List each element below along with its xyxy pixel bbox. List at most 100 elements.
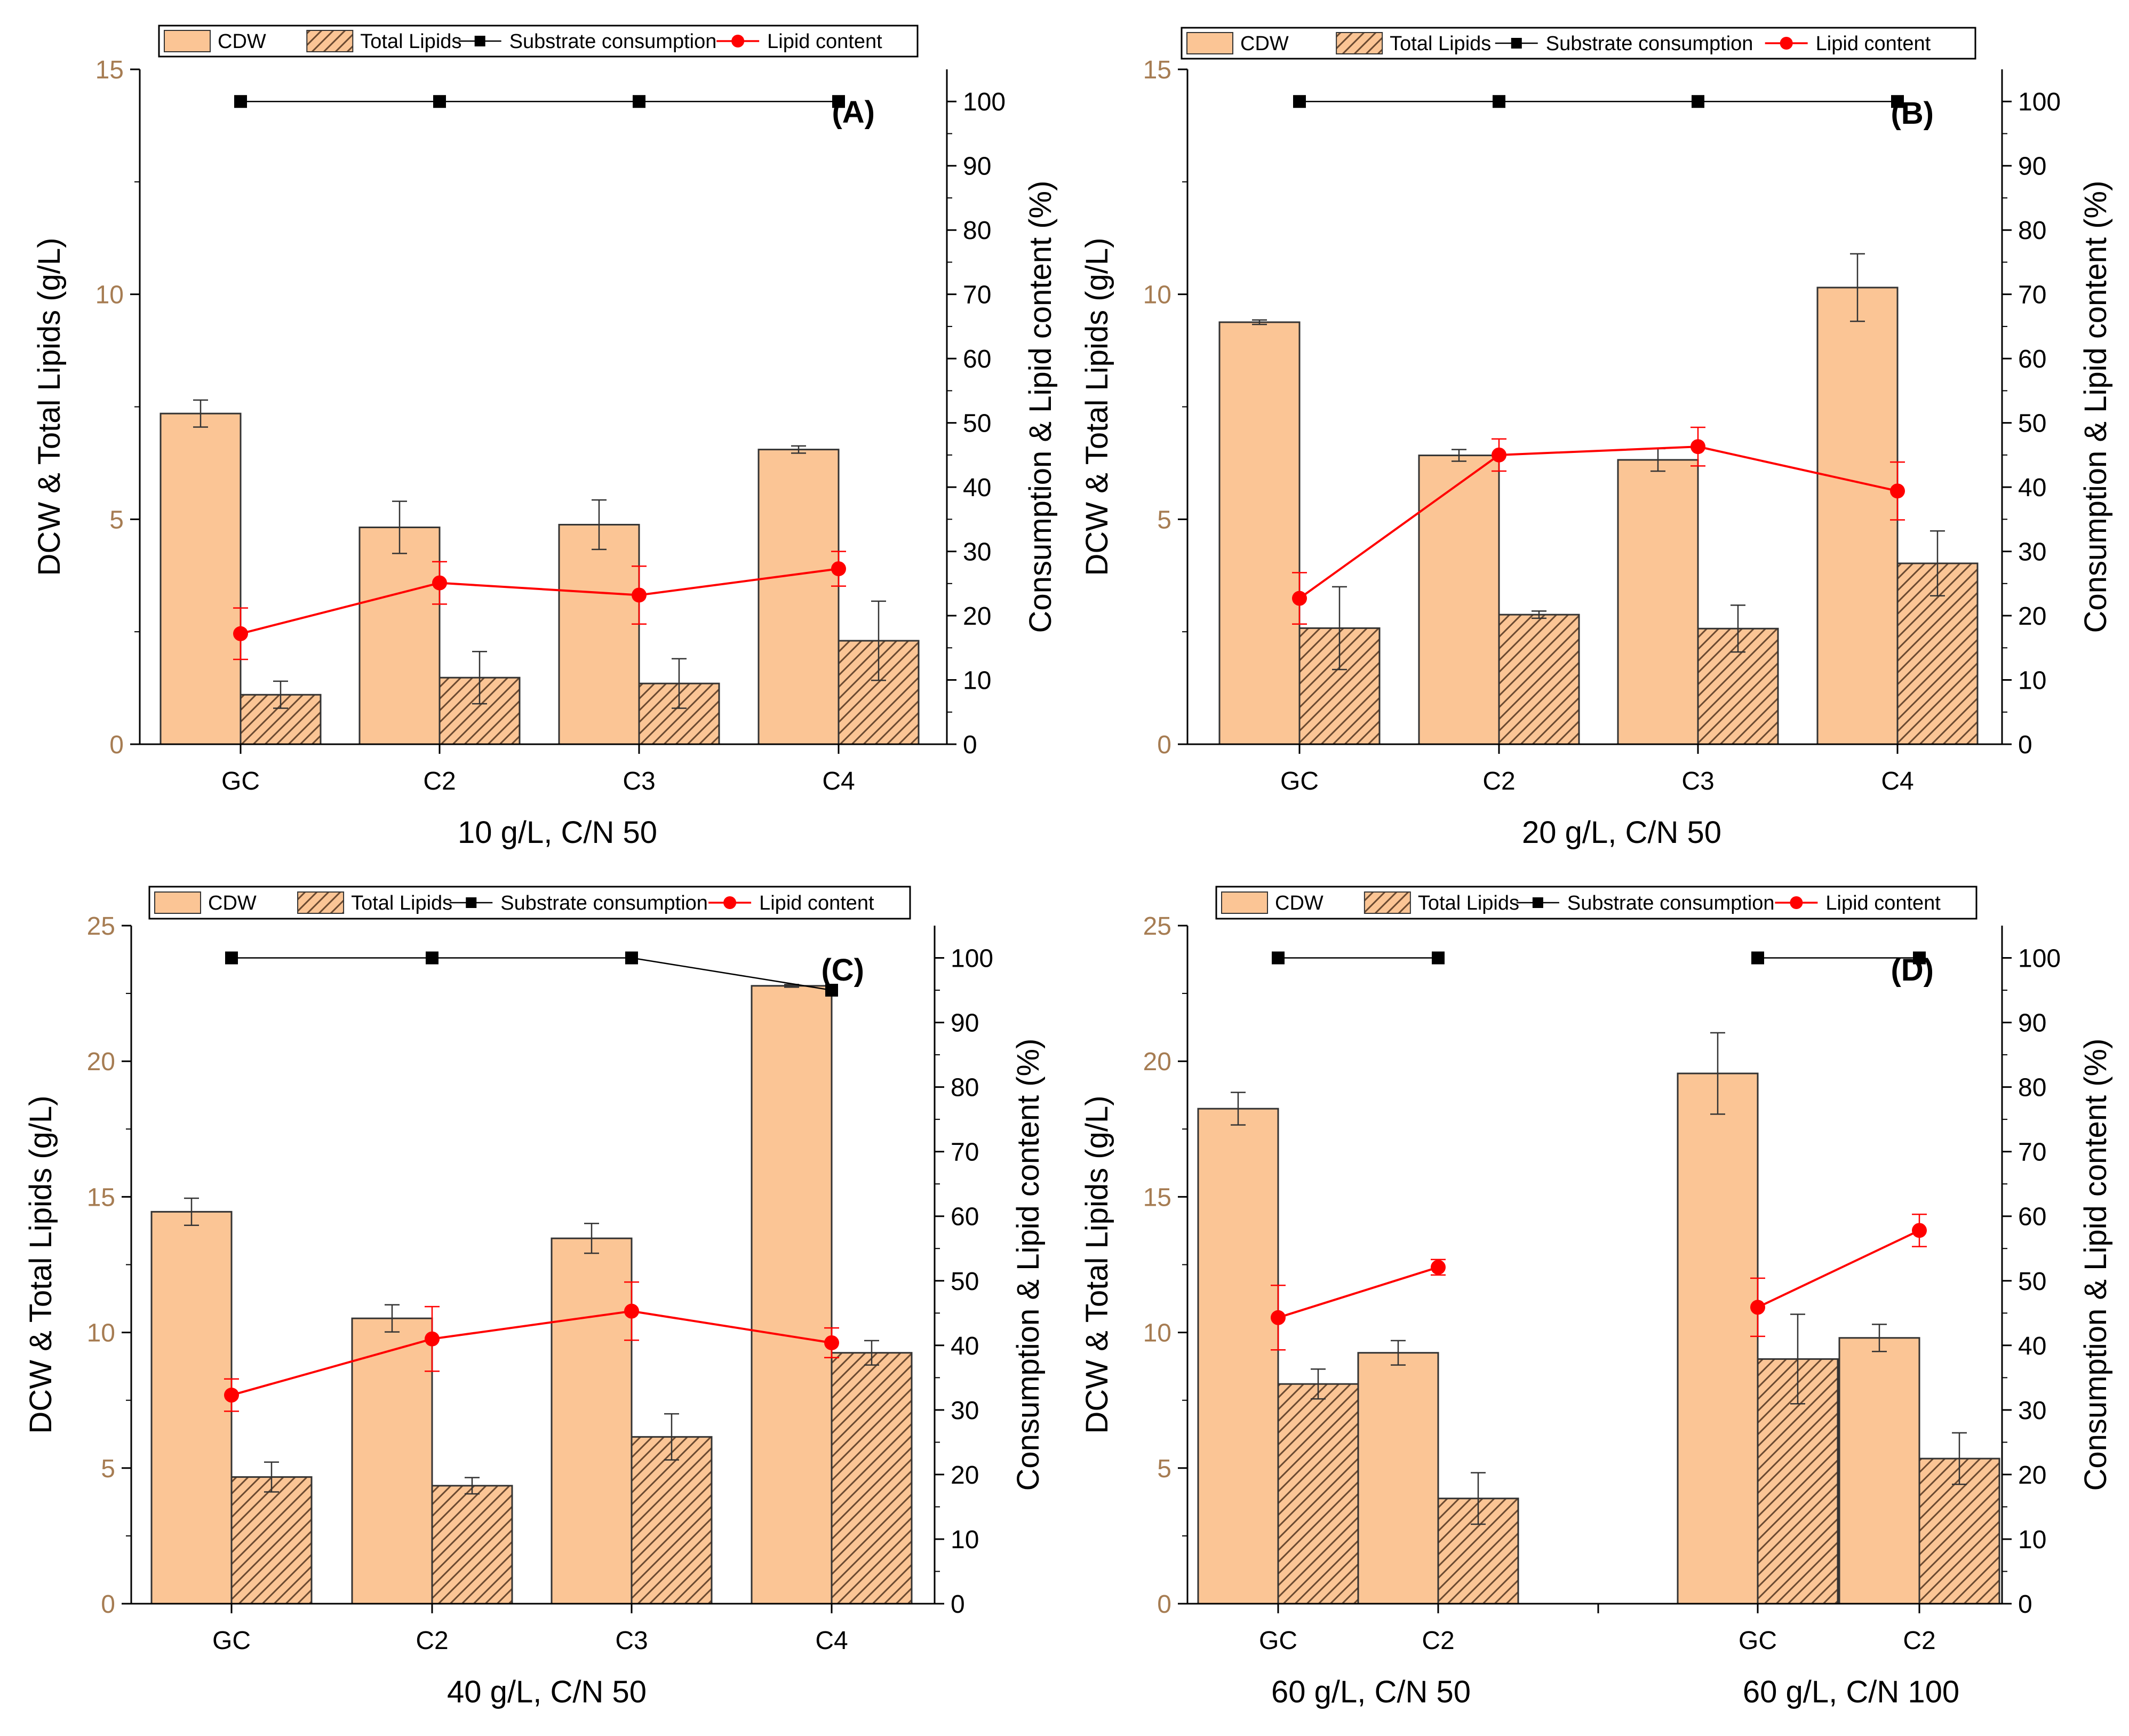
cdw-error-bar <box>1391 1340 1406 1366</box>
lipid-content-point <box>1912 1223 1927 1238</box>
total-lipids-bar <box>1498 614 1580 745</box>
cdw-bar <box>757 449 840 745</box>
legend-swatch-total-lipids <box>306 30 354 52</box>
right-tick-label: 90 <box>963 153 991 181</box>
total-lipids-error-bar <box>264 1461 279 1493</box>
cdw-error-bar <box>1452 449 1466 462</box>
right-tick-label: 10 <box>951 1526 979 1554</box>
lipid-content-point <box>233 626 248 641</box>
right-tick-label: 20 <box>951 1461 979 1490</box>
left-tick-label: 10 <box>95 281 124 309</box>
x-tick-label: GC <box>1739 1627 1777 1655</box>
right-tick-label: 80 <box>951 1074 979 1102</box>
lipid-content-point <box>1890 483 1905 499</box>
right-tick-label: 40 <box>2018 1332 2046 1360</box>
left-tick-label: 5 <box>1157 1455 1171 1483</box>
legend: CDW Total Lipids Substrate consumption Lipi… <box>148 886 911 920</box>
axes: 0 5 10 15 20 25 0 10 20 30 40 50 60 70 80 90 100 GC C2 GC C2… <box>1080 912 2113 1709</box>
left-tick-label: 5 <box>1157 506 1171 534</box>
total-lipids-bar <box>631 1436 713 1605</box>
cdw-bar <box>1218 321 1301 745</box>
right-tick-label: 20 <box>2018 602 2046 631</box>
legend-swatch-total-lipids <box>297 891 345 914</box>
panel-label: (B) <box>1891 96 1934 131</box>
legend-label-total-lipids: Total Lipids <box>360 30 461 53</box>
lipid-content-point <box>824 1335 839 1350</box>
legend-label-cdw: CDW <box>218 30 266 53</box>
right-tick-label: 20 <box>963 602 991 631</box>
x-tick-label: C2 <box>416 1627 448 1655</box>
legend-label-consumption: Substrate consumption <box>500 892 708 914</box>
chart-panel-2: 0 5 10 15 0 10 20 30 40 50 60 70 80 90 100 GC C2 C3 C4 20 g… <box>1080 27 2113 850</box>
x-axis-label: 10 g/L, C/N 50 <box>458 815 657 850</box>
legend-label-cdw: CDW <box>208 892 257 914</box>
left-tick-label: 25 <box>87 912 115 941</box>
left-tick-label: 25 <box>1143 912 1171 941</box>
legend-marker-lipid-content <box>731 35 745 47</box>
right-tick-label: 80 <box>2018 1074 2046 1102</box>
legend-marker-consumption <box>466 897 477 908</box>
x-tick-label: GC <box>221 767 260 795</box>
right-tick-label: 70 <box>2018 1138 2046 1167</box>
total-lipids-error-bar <box>864 1340 879 1366</box>
left-tick-label: 10 <box>1143 1319 1171 1348</box>
left-tick-label: 0 <box>1157 1590 1171 1619</box>
left-tick-label: 0 <box>101 1590 115 1619</box>
legend-swatch-cdw <box>1221 891 1268 914</box>
cdw-error-bar <box>392 500 407 554</box>
axes: 0 5 10 15 20 25 0 10 20 30 40 50 60 70 80 90 100 GC C2 C3 C4… <box>23 912 1046 1709</box>
legend-swatch-total-lipids <box>1336 32 1383 54</box>
right-tick-label: 50 <box>963 410 991 438</box>
legend-marker-lipid-content <box>723 896 737 909</box>
cdw-error-bar <box>584 1222 599 1254</box>
legend-label-total-lipids: Total Lipids <box>351 892 452 914</box>
consumption-point <box>1692 95 1704 108</box>
lipid-content-point <box>624 1303 639 1319</box>
x-tick-label: GC <box>1280 767 1319 795</box>
total-lipids-error-bar <box>1532 610 1546 619</box>
lipid-content-point <box>224 1388 239 1403</box>
cdw-bar <box>358 527 441 745</box>
consumption-point <box>1891 95 1904 108</box>
lipid-content-point <box>1691 439 1705 455</box>
lipid-content-point <box>831 561 846 577</box>
legend-label-lipid-content: Lipid content <box>759 892 874 914</box>
right-tick-label: 70 <box>963 281 991 309</box>
consumption-point <box>225 951 238 965</box>
total-lipids-error-bar <box>1731 604 1745 653</box>
panel-label: (D) <box>1891 953 1934 988</box>
right-tick-label: 60 <box>951 1203 979 1231</box>
lipid-content-point <box>1492 447 1506 463</box>
left-tick-label: 0 <box>1157 731 1171 759</box>
total-lipids-error-bar <box>871 600 886 681</box>
total-lipids-error-bar <box>672 658 687 709</box>
legend-marker-consumption <box>1532 897 1543 908</box>
legend-label-total-lipids: Total Lipids <box>1390 33 1491 55</box>
axes: 0 5 10 15 0 10 20 30 40 50 60 70 80 90 100 GC C2 C3 C4 10 g… <box>32 56 1058 850</box>
cdw-bar <box>1677 1072 1759 1605</box>
x-axis-label: 60 g/L, C/N 50 <box>1271 1675 1471 1709</box>
legend-marker-lipid-content <box>1780 37 1793 50</box>
legend-marker-consumption <box>474 36 485 46</box>
legend-swatch-total-lipids <box>1363 891 1411 914</box>
consumption-point <box>1751 951 1764 965</box>
consumption-point <box>825 984 838 997</box>
x-tick-label: GC <box>1259 1627 1297 1655</box>
right-tick-label: 40 <box>963 474 991 502</box>
lipid-content-point <box>1431 1260 1446 1275</box>
legend-label-lipid-content: Lipid content <box>767 30 882 53</box>
cdw-bar <box>1617 459 1699 745</box>
lipid-content-point <box>432 575 447 591</box>
consumption-point <box>234 95 247 108</box>
chart-panel-3: 0 5 10 15 20 25 0 10 20 30 40 50 60 70 80 90 100 GC C2 C3 C4… <box>23 886 1046 1709</box>
legend-marker-consumption <box>1511 38 1522 49</box>
consumption-point <box>1913 951 1926 965</box>
legend-box <box>148 886 911 920</box>
x-tick-label: C3 <box>623 767 655 795</box>
left-tick-label: 10 <box>1143 281 1171 309</box>
right-tick-label: 20 <box>2018 1461 2046 1490</box>
x-tick-label: C3 <box>1681 767 1714 795</box>
right-tick-label: 0 <box>963 731 977 759</box>
left-axis-title: DCW & Total Lipids (g/L) <box>32 238 67 576</box>
